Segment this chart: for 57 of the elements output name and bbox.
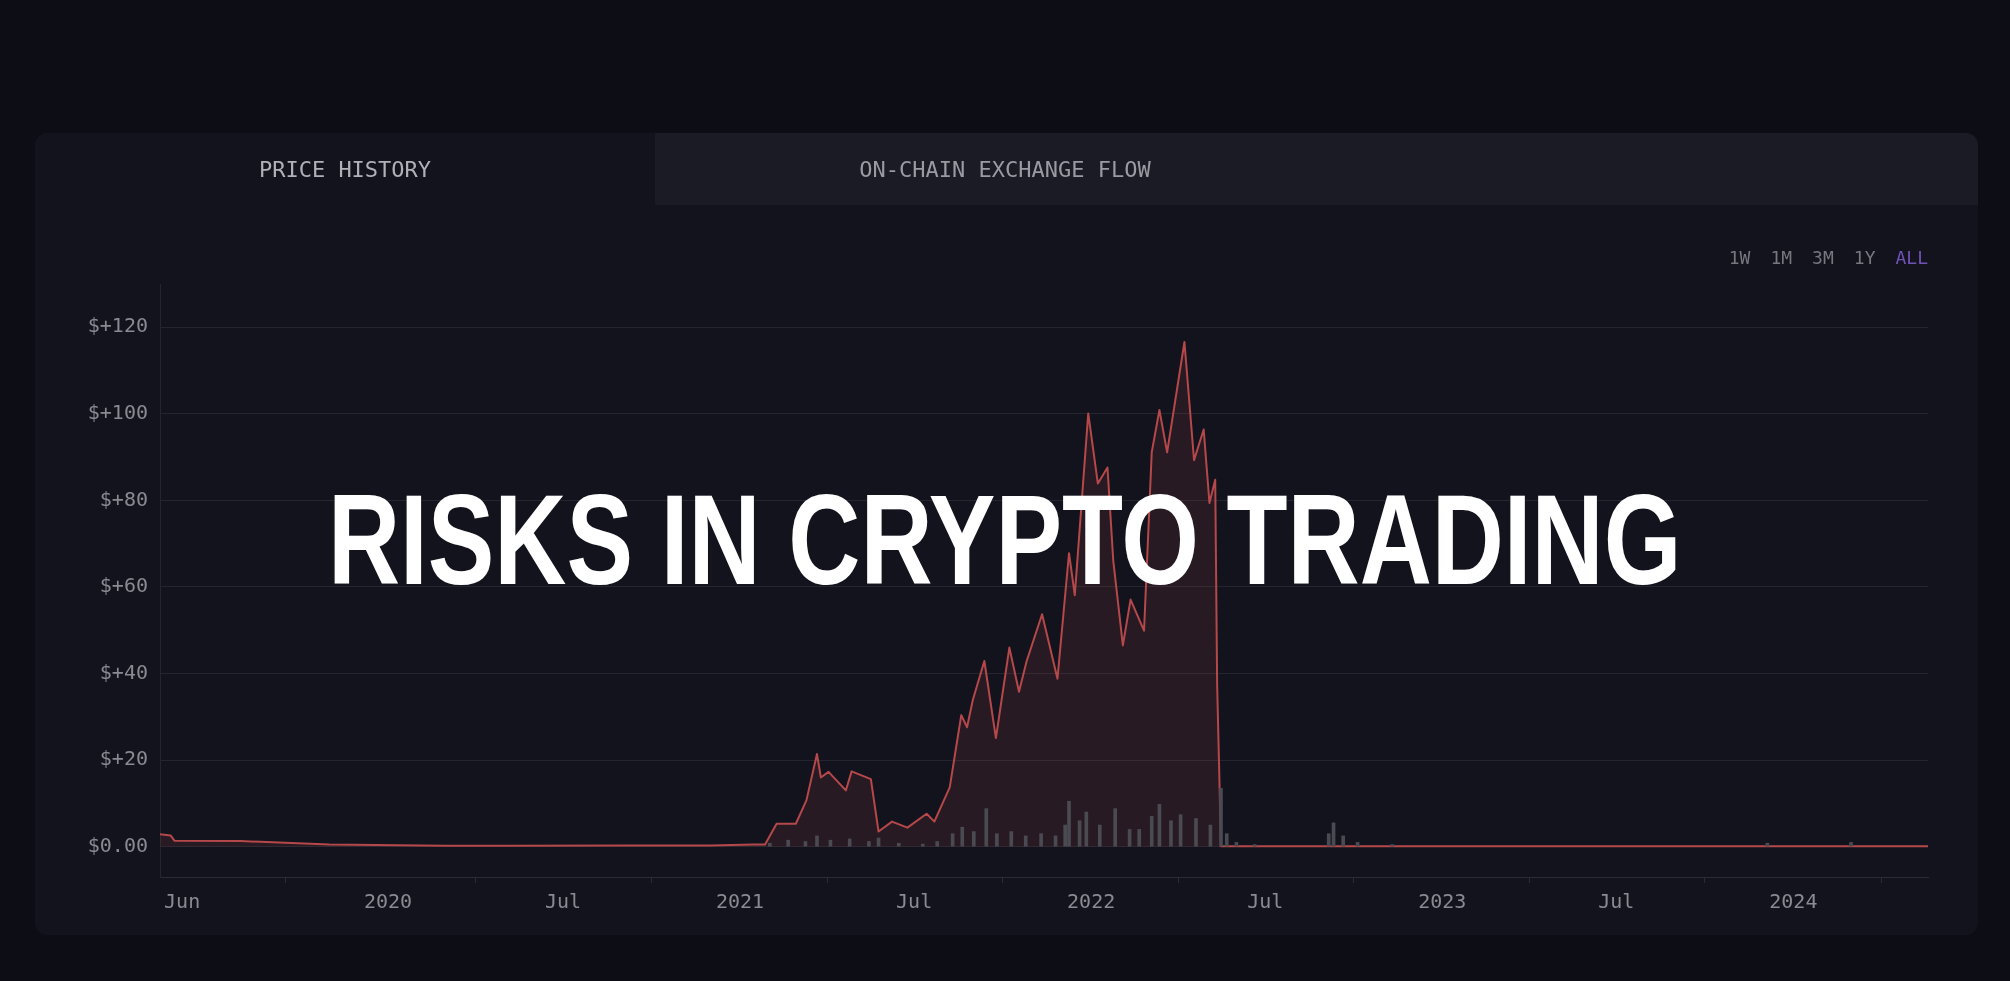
bar (1137, 829, 1142, 847)
bar (768, 842, 772, 847)
bar (1390, 844, 1395, 847)
bar (920, 843, 925, 847)
x-tick-label: 2022 (1067, 889, 1116, 914)
text: 1W (1728, 247, 1751, 268)
text: 3M (1812, 247, 1834, 268)
x-tick-label: 2023 (1418, 889, 1467, 914)
bar (1355, 842, 1360, 847)
y-tick-label: $+120 (87, 313, 148, 338)
bar (1113, 808, 1118, 847)
bar (896, 842, 901, 847)
x-tick-label: Jul (1598, 889, 1635, 914)
bar (1023, 835, 1028, 847)
y-tick-label: $+40 (99, 659, 148, 684)
bar (1234, 842, 1239, 847)
bar (1067, 800, 1071, 847)
text: 1Y (1853, 247, 1876, 268)
x-tick-label: Jul (896, 889, 933, 914)
bar (1097, 824, 1102, 847)
bar (1849, 842, 1853, 847)
y-tick-label: $+80 (99, 486, 148, 511)
bar (803, 841, 808, 847)
text: 1M (1770, 247, 1793, 268)
bar (786, 839, 790, 847)
x-tick-label: 2021 (715, 889, 765, 914)
bar (971, 831, 976, 847)
bar (960, 826, 965, 847)
bar (1765, 842, 1770, 847)
bar (847, 838, 852, 847)
bar (867, 841, 871, 847)
bar (815, 835, 819, 847)
bar (1039, 833, 1043, 847)
bar (995, 833, 999, 847)
bar (935, 841, 940, 847)
bar (984, 808, 989, 847)
bar (1224, 833, 1229, 847)
text: PRICE HISTORY (35, 133, 655, 205)
bar (1009, 831, 1014, 847)
x-tick-label: Jul (544, 889, 582, 914)
y-tick-label: $0.00 (87, 832, 148, 857)
bar (1084, 811, 1089, 847)
bar (1149, 816, 1154, 847)
x-tick-label: Jul (1247, 889, 1284, 914)
bar (1341, 835, 1345, 847)
bar (1194, 818, 1198, 847)
text: ALL (1895, 247, 1928, 268)
bar (1169, 820, 1173, 847)
x-tick-label: Jun (164, 889, 201, 914)
y-tick-label: $+100 (87, 400, 148, 425)
x-tick-label: 2020 (363, 889, 413, 914)
bar (1252, 844, 1257, 847)
bar (1219, 787, 1223, 847)
y-tick-label: $+60 (99, 573, 148, 598)
x-tick-label: 2024 (1769, 889, 1818, 914)
text: ON-CHAIN EXCHANGE FLOW (655, 133, 1355, 205)
y-tick-label: $+20 (99, 746, 148, 771)
